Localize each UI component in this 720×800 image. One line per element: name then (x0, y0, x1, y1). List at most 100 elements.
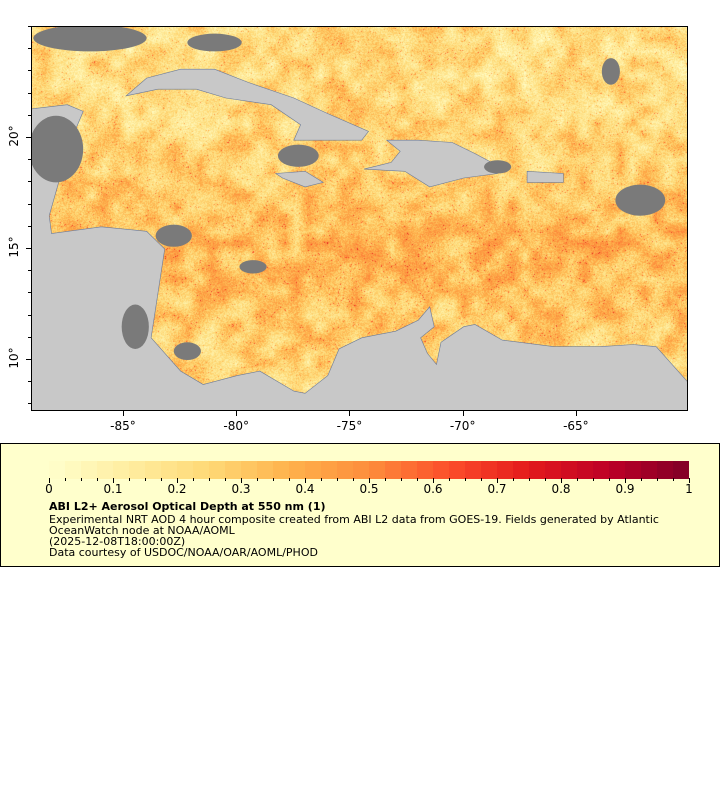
y-minor-tick (28, 159, 31, 161)
colorbar-tick (641, 478, 642, 481)
colorbar-tick (465, 478, 466, 481)
colorbar-tick (193, 478, 194, 481)
colorbar-tick (257, 478, 258, 481)
y-minor-tick (28, 403, 31, 405)
colorbar-segment (241, 461, 257, 479)
colorbar-segment (353, 461, 369, 479)
colorbar-tick (81, 478, 82, 481)
colorbar-tick (321, 478, 322, 481)
cuba (125, 68, 369, 141)
colorbar (49, 461, 689, 479)
colorbar-tick (593, 478, 594, 481)
y-minor-tick (28, 203, 31, 205)
colorbar-tick (305, 478, 306, 483)
colorbar-tick (65, 478, 66, 481)
x-tick (236, 411, 238, 416)
colorbar-tick-label: 0 (45, 482, 53, 496)
x-tick (575, 411, 577, 416)
colorbar-tick (385, 478, 386, 481)
aod-map (31, 26, 688, 411)
colorbar-segment (97, 461, 113, 479)
colorbar-segment (449, 461, 465, 479)
colorbar-tick (417, 478, 418, 481)
colorbar-tick (481, 478, 482, 481)
colorbar-segment (369, 461, 385, 479)
legend-description: Experimental NRT AOD 4 hour composite cr… (49, 513, 659, 526)
colorbar-tick (113, 478, 114, 483)
colorbar-segment (81, 461, 97, 479)
y-tick-label: 15° (7, 236, 21, 258)
y-minor-tick (28, 48, 31, 50)
x-tick-label: -75° (336, 419, 363, 433)
colorbar-tick (609, 478, 610, 481)
colorbar-segment (193, 461, 209, 479)
colorbar-tick (225, 478, 226, 481)
y-minor-tick (28, 92, 31, 94)
x-tick-label: -70° (449, 419, 476, 433)
colorbar-segment (497, 461, 513, 479)
colorbar-tick (145, 478, 146, 481)
colorbar-segment (273, 461, 289, 479)
nodata-patch (601, 58, 620, 85)
colorbar-segment (529, 461, 545, 479)
colorbar-tick-label: 0.1 (103, 482, 123, 496)
colorbar-segment (257, 461, 273, 479)
colorbar-segment (641, 461, 657, 479)
hispaniola (363, 139, 501, 188)
colorbar-tick (497, 478, 498, 483)
colorbar-tick (529, 478, 530, 481)
legend-title: ABI L2+ Aerosol Optical Depth at 550 nm … (49, 500, 326, 513)
x-tick-label: -65° (563, 419, 589, 433)
landmass-central-south-america (32, 104, 687, 410)
legend-description-2: OceanWatch node at NOAA/AOML (49, 524, 235, 537)
colorbar-segment (577, 461, 593, 479)
y-minor-tick (28, 336, 31, 338)
colorbar-tick-label: 0.4 (295, 482, 315, 496)
colorbar-tick (673, 478, 674, 481)
colorbar-segment (545, 461, 561, 479)
colorbar-tick (97, 478, 98, 481)
colorbar-tick (129, 478, 130, 481)
colorbar-segment (113, 461, 129, 479)
colorbar-tick (161, 478, 162, 481)
colorbar-tick-label: 0.8 (551, 482, 571, 496)
y-minor-tick (28, 248, 31, 250)
y-minor-tick (28, 225, 31, 227)
y-minor-tick (28, 292, 31, 294)
colorbar-segment (289, 461, 305, 479)
y-minor-tick (28, 270, 31, 272)
legend-panel: ABI L2+ Aerosol Optical Depth at 550 nm … (0, 443, 720, 567)
colorbar-tick (545, 478, 546, 481)
colorbar-segment (129, 461, 145, 479)
nodata-patch (32, 115, 84, 183)
x-tick-label: -85° (110, 419, 136, 433)
colorbar-segment (65, 461, 81, 479)
y-tick-label: 10° (7, 347, 21, 369)
colorbar-tick (369, 478, 370, 483)
colorbar-tick (209, 478, 210, 481)
land-overlay (32, 27, 687, 410)
colorbar-segment (417, 461, 433, 479)
colorbar-tick (625, 478, 626, 483)
nodata-patch (615, 184, 666, 216)
colorbar-tick (689, 478, 690, 483)
colorbar-tick-label: 0.5 (359, 482, 379, 496)
nodata-patch (173, 342, 201, 361)
nodata-patch (239, 260, 267, 274)
colorbar-tick-label: 0.6 (423, 482, 443, 496)
y-minor-tick (28, 314, 31, 316)
colorbar-tick (561, 478, 562, 483)
colorbar-segment (609, 461, 625, 479)
colorbar-segment (49, 461, 65, 479)
colorbar-tick (577, 478, 578, 481)
x-tick (462, 411, 464, 416)
colorbar-tick-label: 0.7 (487, 482, 507, 496)
colorbar-tick (353, 478, 354, 481)
colorbar-segment (161, 461, 177, 479)
colorbar-segment (673, 461, 689, 479)
colorbar-segment (481, 461, 497, 479)
colorbar-segment (433, 461, 449, 479)
colorbar-segment (177, 461, 193, 479)
colorbar-tick (49, 478, 50, 483)
puerto-rico (526, 170, 564, 183)
